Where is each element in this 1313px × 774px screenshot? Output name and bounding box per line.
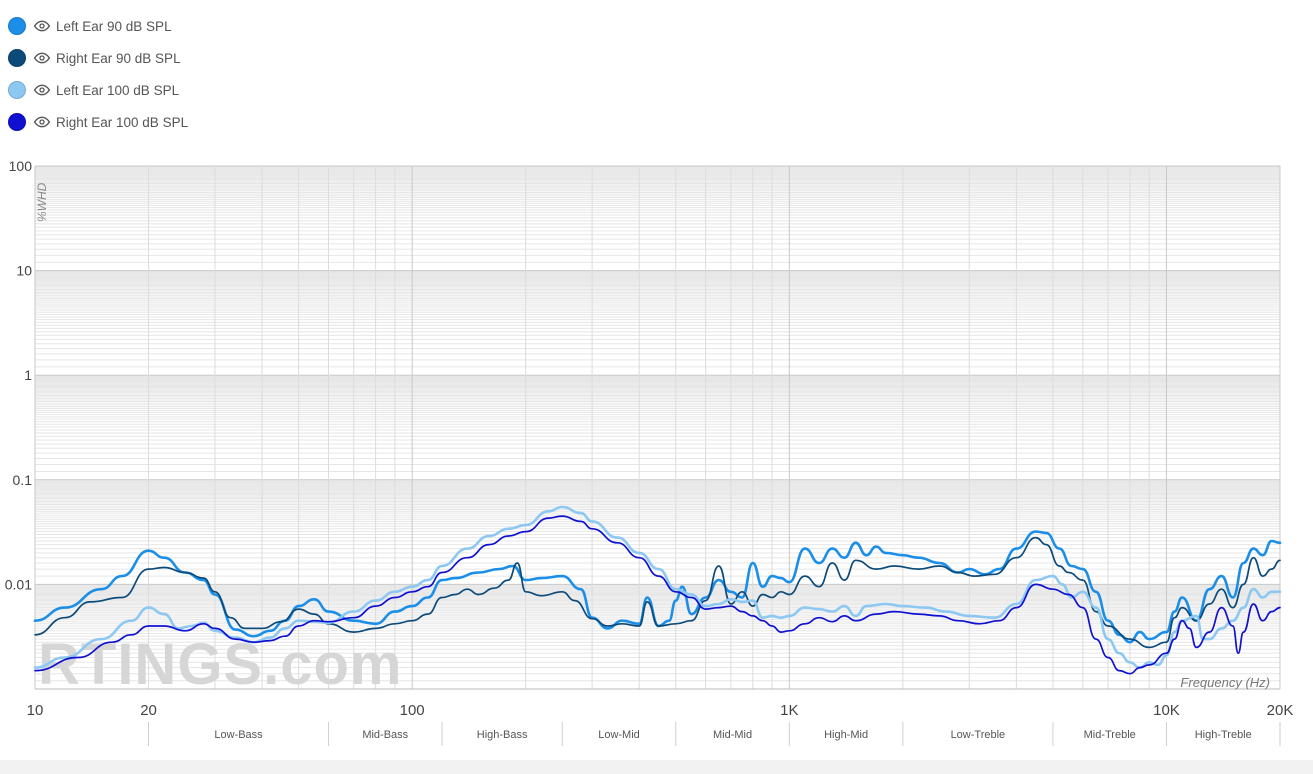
band-label: High-Bass [477, 729, 528, 741]
band-label: Mid-Bass [362, 729, 408, 741]
legend-item-left-90[interactable]: Left Ear 90 dB SPL [8, 10, 188, 42]
legend-color-dot [8, 49, 26, 67]
chart-grid [34, 165, 1281, 690]
legend-color-dot [8, 17, 26, 35]
legend-item-right-90[interactable]: Right Ear 90 dB SPL [8, 42, 188, 74]
x-tick-label: 100 [400, 702, 425, 719]
legend-label: Left Ear 100 dB SPL [56, 82, 180, 98]
y-tick-label: 10 [16, 263, 32, 279]
legend-color-dot [8, 81, 26, 99]
y-tick-label: 0.1 [13, 472, 33, 488]
band-label: High-Mid [824, 729, 868, 741]
chart-axes: 100 10 1 0.1 0.01 10 20 100 1K 10K 20K Low-Bass Mid-… [5, 158, 1294, 746]
bottom-bar [0, 760, 1313, 774]
x-axis-label: Frequency (Hz) [1180, 675, 1270, 690]
x-tick-label: 20K [1267, 702, 1294, 719]
x-tick-label: 20 [140, 702, 157, 719]
band-label: Low-Bass [214, 729, 263, 741]
series-line-1 [34, 536, 1281, 649]
y-tick-label: 0.01 [5, 576, 32, 592]
eye-icon[interactable] [34, 114, 50, 130]
band-label: Mid-Treble [1084, 729, 1136, 741]
legend-item-right-100[interactable]: Right Ear 100 dB SPL [8, 106, 188, 138]
band-label: Mid-Mid [713, 729, 752, 741]
y-tick-label: 100 [9, 158, 33, 174]
eye-icon[interactable] [34, 50, 50, 66]
legend-color-dot [8, 113, 26, 131]
y-tick-label: 1 [24, 367, 32, 383]
x-tick-label: 10 [27, 702, 44, 719]
watermark-logo: RTINGS.com [38, 632, 403, 697]
series-line-3 [34, 515, 1281, 675]
legend-item-left-100[interactable]: Left Ear 100 dB SPL [8, 74, 188, 106]
band-label: Low-Treble [951, 729, 1006, 741]
legend-label: Right Ear 100 dB SPL [56, 114, 189, 130]
eye-icon[interactable] [34, 18, 50, 34]
y-axis-label: %WHD [35, 182, 49, 222]
legend-label: Left Ear 90 dB SPL [56, 18, 172, 34]
x-tick-label: 1K [780, 702, 798, 719]
series-line-2 [33, 505, 1282, 669]
legend-label: Right Ear 90 dB SPL [56, 50, 181, 66]
chart-series [33, 505, 1282, 675]
eye-icon[interactable] [34, 82, 50, 98]
legend: Left Ear 90 dB SPL Right Ear 90 dB SPL L… [8, 10, 188, 138]
x-tick-label: 10K [1153, 702, 1180, 719]
band-label: High-Treble [1195, 729, 1252, 741]
band-label: Low-Mid [598, 729, 640, 741]
